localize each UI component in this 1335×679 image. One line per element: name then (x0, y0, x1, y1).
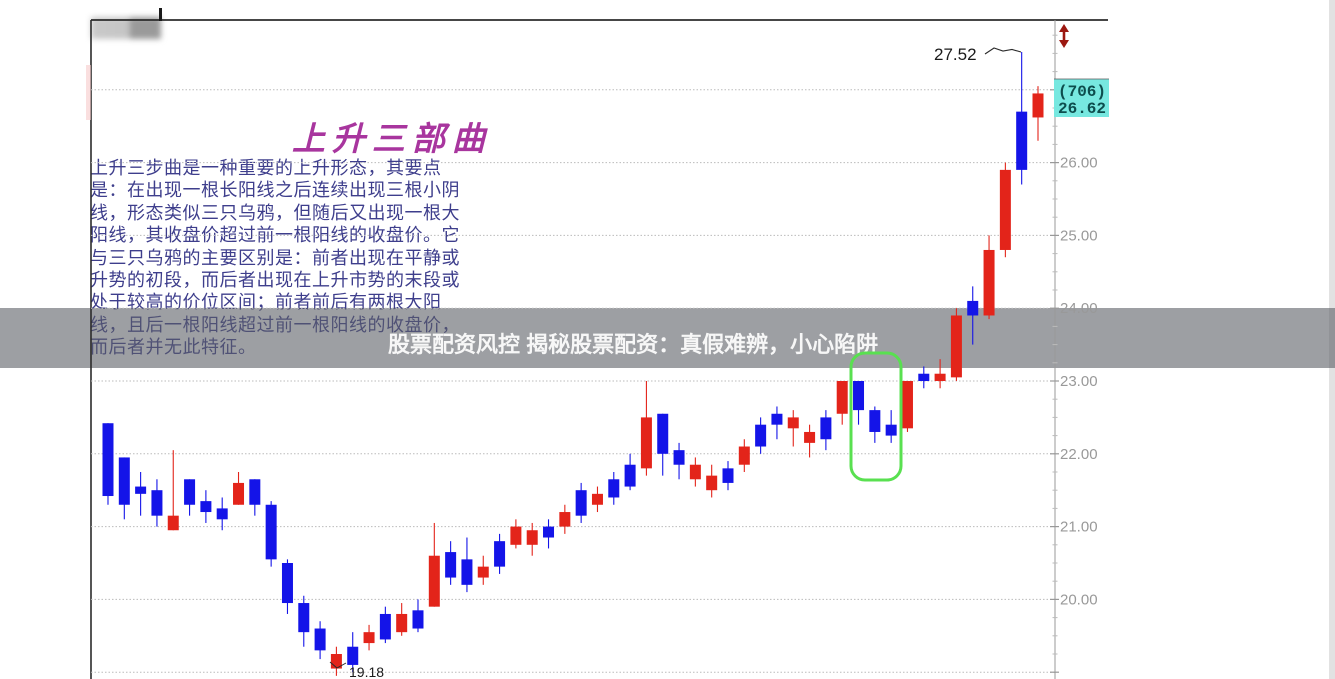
svg-text:22.00: 22.00 (1060, 446, 1098, 463)
svg-text:20.00: 20.00 (1060, 591, 1098, 608)
svg-text:27.52: 27.52 (934, 45, 977, 64)
svg-text:26.00: 26.00 (1060, 155, 1098, 172)
svg-text:24.00: 24.00 (1060, 300, 1098, 317)
svg-text:26.62: 26.62 (1058, 100, 1106, 118)
svg-text:21.00: 21.00 (1060, 519, 1098, 536)
svg-text:19.18: 19.18 (349, 664, 384, 679)
svg-text:25.00: 25.00 (1060, 227, 1098, 244)
svg-text:23.00: 23.00 (1060, 373, 1098, 390)
svg-text:(706): (706) (1058, 83, 1106, 101)
